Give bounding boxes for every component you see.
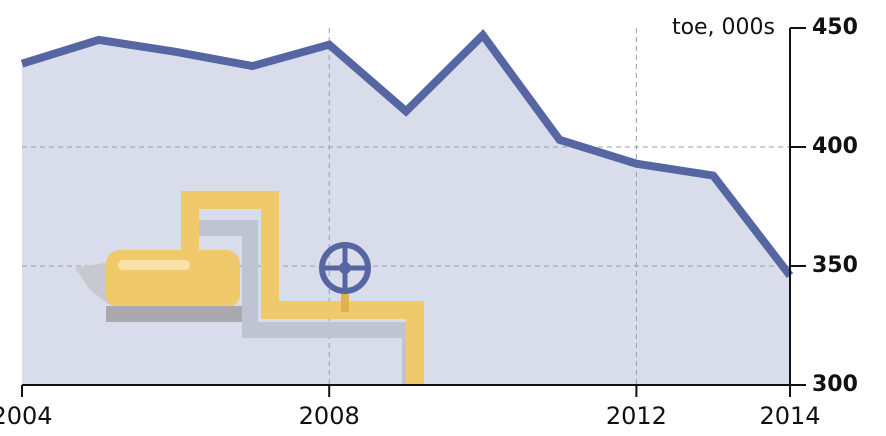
y-tick-label: 450 <box>812 15 858 40</box>
line <box>20 29 794 278</box>
y-tick-label: 300 <box>812 372 858 397</box>
y-tick-label: 400 <box>812 134 858 159</box>
x-tick-label: 2008 <box>299 402 360 430</box>
x-tick-label: 2012 <box>606 402 667 430</box>
pipe-illustration <box>75 191 424 384</box>
x-tick-label: 2004 <box>0 402 53 430</box>
y-tick-label: 350 <box>812 253 858 278</box>
y-axis-label: toe, 000s <box>672 15 775 40</box>
axes: 300 350 400 450 2004 2008 2012 2014 <box>0 15 858 430</box>
x-tick-label: 2014 <box>759 402 820 430</box>
